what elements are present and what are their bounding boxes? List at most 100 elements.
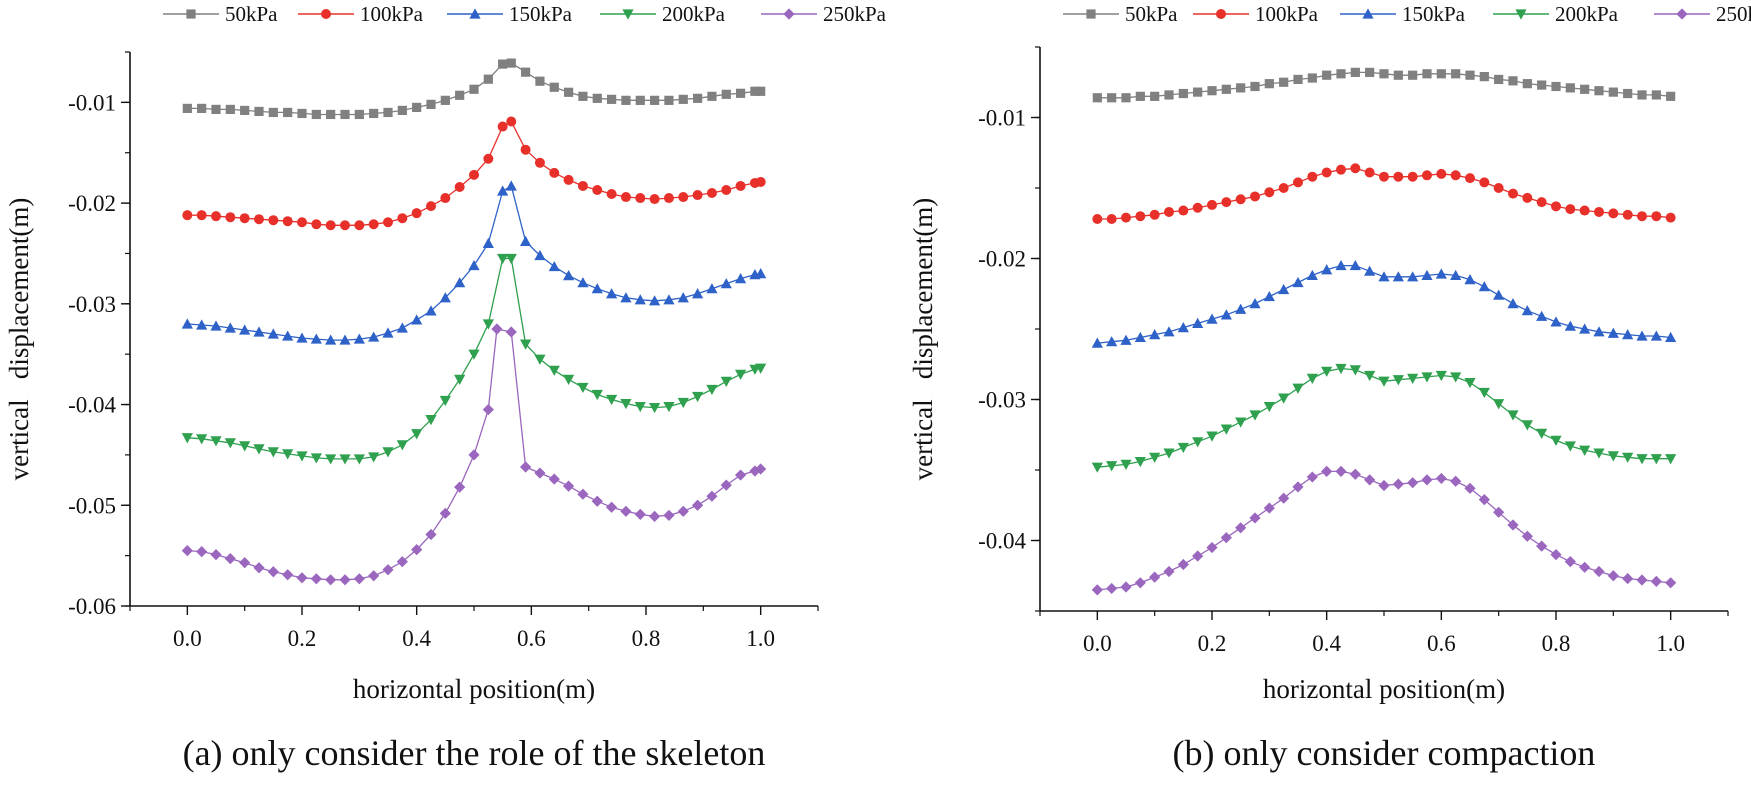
data-point [1393, 171, 1404, 182]
legend-item: 200kPa [1493, 2, 1619, 26]
data-point [411, 208, 422, 219]
data-point [592, 184, 603, 195]
chart-panel-a: 0.0 0.2 0.4 0.6 0.8 1.0 -0.01 -0.02 -0.03 -0.04 -0… [4, 2, 887, 773]
data-point [535, 76, 545, 86]
data-point [1579, 445, 1591, 456]
data-point [267, 447, 279, 458]
data-point [1149, 571, 1161, 583]
data-point [1335, 363, 1347, 375]
y-axis-label: vertical displacement(m) [4, 198, 34, 481]
x-tick-label: 1.0 [746, 626, 775, 651]
data-point [497, 121, 508, 132]
data-point [1422, 170, 1432, 181]
data-point [577, 488, 589, 500]
data-point [1607, 570, 1619, 582]
data-point [1321, 366, 1333, 377]
data-point [1636, 574, 1648, 586]
data-point [735, 273, 747, 284]
data-point [1450, 170, 1461, 181]
data-point [267, 566, 279, 578]
data-point [411, 429, 423, 440]
data-point [1235, 194, 1246, 205]
data-point [1206, 431, 1218, 442]
legend-marker [1086, 9, 1096, 19]
data-point [1551, 201, 1561, 212]
data-point [482, 319, 494, 330]
data-point [1650, 454, 1662, 465]
legend-label: 50kPa [1125, 2, 1178, 26]
data-point [1134, 331, 1146, 343]
data-point [1207, 86, 1217, 96]
data-point [1220, 424, 1232, 435]
legend-item: 250kPa [1654, 2, 1751, 26]
data-point [721, 89, 731, 99]
data-point [182, 103, 192, 114]
data-point [1236, 83, 1246, 93]
x-tick-label: 0.2 [288, 626, 317, 651]
data-point [720, 376, 732, 387]
data-point [425, 415, 437, 426]
data-point [368, 570, 380, 582]
data-point [267, 328, 279, 339]
data-point [1579, 323, 1591, 334]
data-point [692, 288, 704, 299]
data-point [1121, 212, 1131, 223]
y-tick-label: -0.03 [978, 388, 1026, 413]
data-point [677, 397, 689, 409]
data-point [678, 94, 688, 104]
data-point [197, 103, 207, 114]
data-point [548, 365, 560, 376]
data-point [563, 374, 575, 385]
data-point [1593, 565, 1605, 578]
data-point [1193, 87, 1203, 97]
data-point [549, 82, 559, 92]
data-point [606, 288, 618, 299]
legend-marker [321, 9, 331, 19]
data-point [1106, 582, 1118, 595]
data-point [1307, 171, 1318, 182]
data-point [339, 574, 351, 586]
x-axis-label: horizontal position(m) [1263, 674, 1505, 704]
data-point [482, 403, 494, 416]
data-point [254, 214, 264, 225]
data-point [469, 169, 479, 180]
data-point [1493, 183, 1504, 193]
data-point [439, 292, 451, 303]
data-point [498, 59, 508, 69]
legend-marker [1362, 8, 1374, 19]
data-point [1149, 452, 1161, 463]
data-point [1263, 401, 1275, 413]
data-point [382, 447, 394, 458]
data-point [1508, 76, 1518, 86]
series-50kPa [182, 58, 766, 120]
data-point [311, 219, 322, 230]
data-point [1235, 303, 1247, 314]
data-point [426, 99, 436, 109]
data-point [1335, 465, 1347, 478]
data-point [1478, 494, 1490, 506]
data-point [1607, 451, 1619, 462]
data-point [1178, 88, 1188, 99]
data-point [1321, 264, 1333, 275]
data-point [1478, 387, 1490, 399]
data-point [181, 433, 193, 444]
data-point [1279, 77, 1289, 87]
data-point [1221, 84, 1231, 94]
data-point [1551, 81, 1561, 92]
data-point [353, 333, 365, 344]
data-point [591, 283, 603, 294]
series-250kPa [1091, 465, 1677, 596]
data-point [1135, 211, 1146, 222]
data-point [1636, 454, 1648, 465]
data-point [1336, 69, 1346, 79]
data-point [1134, 456, 1146, 468]
figure-caption: (a) only consider the role of the skelet… [183, 733, 766, 773]
data-point [455, 90, 465, 100]
data-point [1665, 454, 1677, 465]
data-point [506, 58, 516, 68]
data-point [620, 398, 632, 410]
data-point [1177, 321, 1189, 333]
data-point [1106, 461, 1118, 472]
data-point [426, 201, 436, 212]
data-point [210, 320, 222, 331]
